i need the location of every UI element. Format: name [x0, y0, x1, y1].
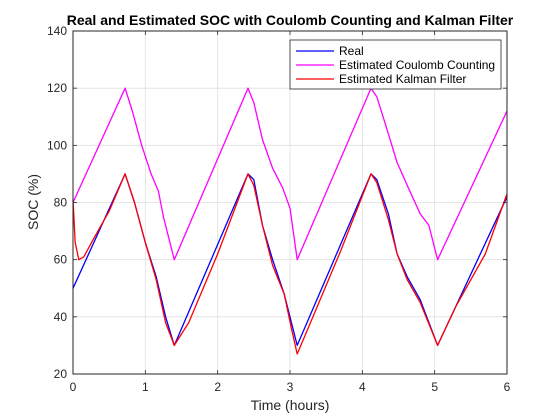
- x-tick-label-3: 3: [287, 380, 294, 394]
- series-line-estimated-coulomb-counting: [72, 87, 508, 261]
- x-tick-label-2: 2: [214, 380, 221, 394]
- x-tick-label-1: 1: [142, 380, 149, 394]
- x-tick-label-4: 4: [359, 380, 366, 394]
- y-tick-label-1: 40: [54, 310, 68, 324]
- chart-title: Real and Estimated SOC with Coulomb Coun…: [67, 12, 514, 28]
- y-axis-label: SOC (%): [25, 174, 41, 230]
- legend-entry-real: Real: [339, 44, 364, 58]
- y-tick-label-4: 100: [47, 138, 67, 152]
- y-tick-label-6: 140: [47, 24, 67, 38]
- y-tick-label-2: 60: [54, 253, 68, 267]
- y-tick-label-5: 120: [47, 81, 67, 95]
- series-layer: [72, 87, 508, 355]
- x-tick-label-6: 6: [504, 380, 511, 394]
- y-tick-label-3: 80: [54, 196, 68, 210]
- x-axis-label: Time (hours): [251, 397, 330, 413]
- x-tick-label-0: 0: [70, 380, 77, 394]
- x-tick-label-5: 5: [431, 380, 438, 394]
- legend-entry-kalman: Estimated Kalman Filter: [339, 72, 466, 86]
- y-tick-label-0: 20: [54, 367, 68, 381]
- tick-layer: 0 1 2 3 4 5 6 20 40 60 80 100 120 140: [47, 24, 511, 394]
- legend: Real Estimated Coulomb Counting Estimate…: [289, 39, 502, 90]
- series-line-estimated-kalman-filter: [72, 173, 508, 355]
- legend-entry-coulomb: Estimated Coulomb Counting: [339, 58, 495, 72]
